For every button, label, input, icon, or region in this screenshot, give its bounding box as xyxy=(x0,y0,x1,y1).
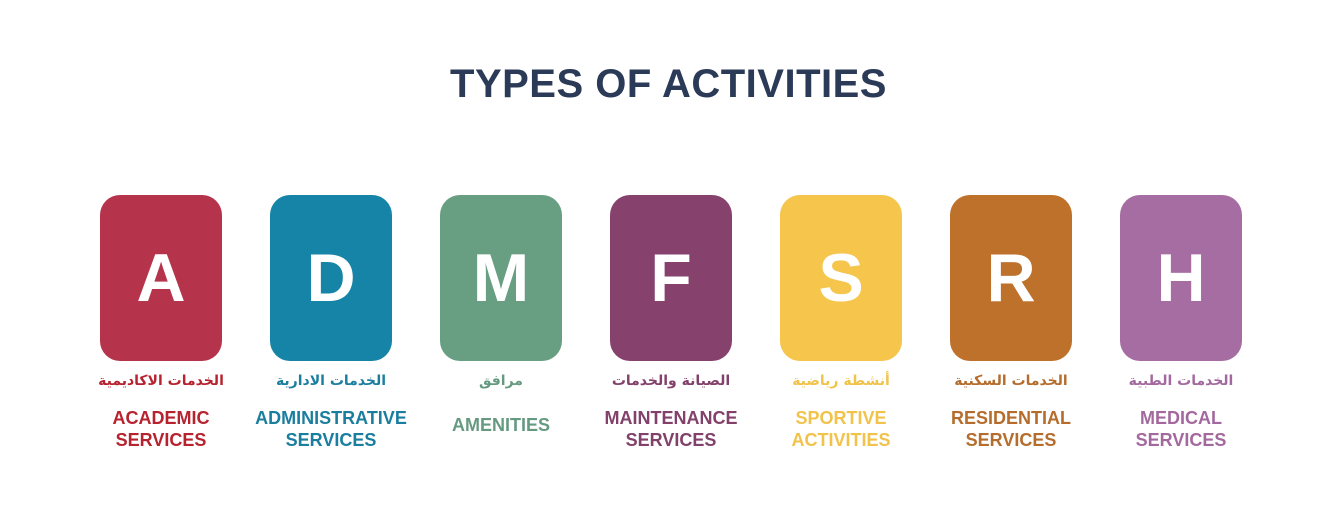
activity-tile-administrative: D xyxy=(270,195,392,361)
activity-card-academic: A الخدمات الاكاديمية ACADEMIC SERVICES xyxy=(98,195,224,450)
activity-arabic-label: مرافق xyxy=(479,373,523,389)
activity-english-label: SPORTIVE ACTIVITIES xyxy=(720,407,962,451)
activity-arabic-label: الخدمات الطبية xyxy=(1128,373,1234,389)
activity-label-line1: ACADEMIC xyxy=(112,408,210,428)
activity-label-line1: SPORTIVE xyxy=(795,408,887,428)
activity-tile-medical: H xyxy=(1120,195,1242,361)
activity-tile-academic: A xyxy=(100,195,222,361)
activity-card-maintenance: F الصيانة والخدمات MAINTENANCE SERVICES xyxy=(605,195,738,450)
activity-tile-residential: R xyxy=(950,195,1072,361)
activity-card-sportive: S أنشطة رياضية SPORTIVE ACTIVITIES xyxy=(780,195,902,450)
activity-card-amenities: M مرافق AMENITIES xyxy=(440,195,562,435)
activity-letter: D xyxy=(306,240,356,316)
activity-letter: F xyxy=(650,240,692,316)
activity-english-label: RESIDENTIAL SERVICES xyxy=(890,407,1132,451)
activity-arabic-label: الخدمات الادارية xyxy=(275,373,387,389)
activity-tile-sportive: S xyxy=(780,195,902,361)
activity-arabic-label: الخدمات السكنية xyxy=(954,373,1068,389)
activity-letter: H xyxy=(1156,240,1206,316)
activity-card-residential: R الخدمات السكنية RESIDENTIAL SERVICES xyxy=(950,195,1072,450)
activity-label-line2: SERVICES xyxy=(285,430,377,450)
activity-english-label: AMENITIES xyxy=(380,414,622,436)
activity-tile-maintenance: F xyxy=(610,195,732,361)
activity-letter: S xyxy=(818,240,864,316)
activity-label-line2: SERVICES xyxy=(1135,430,1227,450)
activity-label-line1: RESIDENTIAL xyxy=(950,408,1071,428)
activity-letter: M xyxy=(472,240,530,316)
activity-arabic-label: الصيانة والخدمات xyxy=(611,373,731,389)
activity-label-line2: SERVICES xyxy=(965,430,1057,450)
activity-english-label: ACADEMIC SERVICES xyxy=(40,407,282,451)
activity-label-line2: ACTIVITIES xyxy=(791,430,891,450)
activity-card-administrative: D الخدمات الادارية ADMINISTRATIVE SERVIC… xyxy=(255,195,407,450)
activity-arabic-label: أنشطة رياضية xyxy=(792,373,890,389)
activity-letter: A xyxy=(136,240,186,316)
activity-label-line2: SERVICES xyxy=(625,430,717,450)
activity-label-line1: MAINTENANCE xyxy=(604,408,738,428)
activity-label-line1: AMENITIES xyxy=(451,415,550,435)
activity-english-label: MEDICAL SERVICES xyxy=(1060,407,1302,451)
activity-card-medical: H الخدمات الطبية MEDICAL SERVICES xyxy=(1120,195,1242,450)
activity-english-label: ADMINISTRATIVE SERVICES xyxy=(210,407,452,451)
activity-label-line1: MEDICAL xyxy=(1140,408,1222,428)
activity-arabic-label: الخدمات الاكاديمية xyxy=(98,373,224,389)
activity-english-label: MAINTENANCE SERVICES xyxy=(550,407,792,451)
activity-label-line1: ADMINISTRATIVE xyxy=(255,408,407,428)
activity-letter: R xyxy=(986,240,1036,316)
activity-label-line2: SERVICES xyxy=(115,430,207,450)
activity-tile-amenities: M xyxy=(440,195,562,361)
page-title: TYPES OF ACTIVITIES xyxy=(450,62,887,106)
